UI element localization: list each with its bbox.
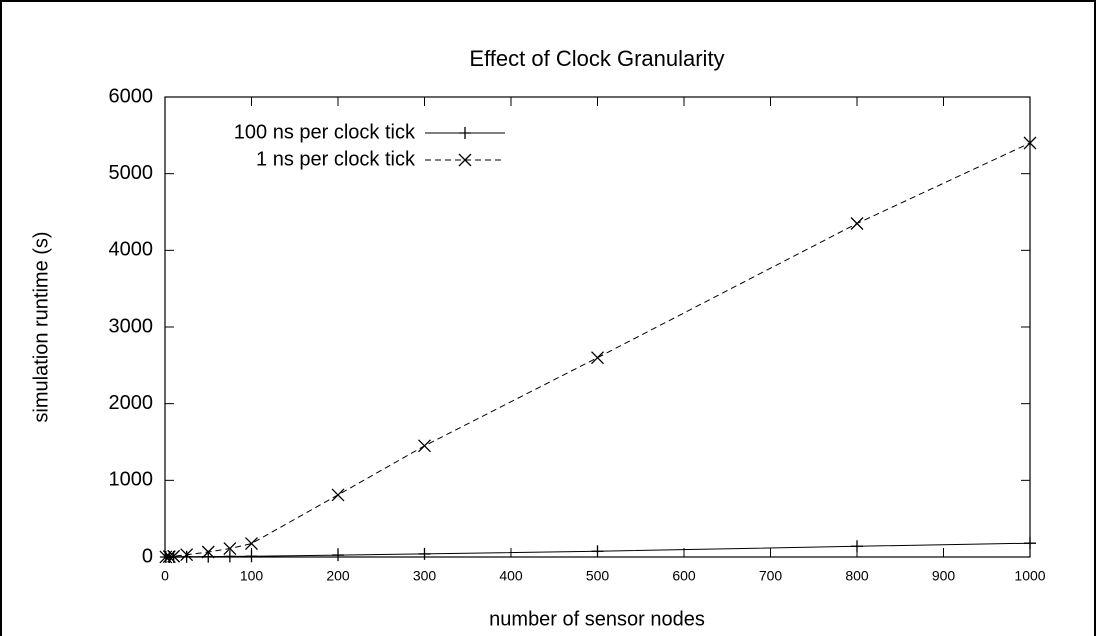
x-tick-label: 500 [586, 568, 610, 584]
data-point [180, 550, 193, 563]
data-point [591, 351, 604, 365]
legend-label: 1 ns per clock tick [256, 148, 416, 170]
x-tick-label: 200 [326, 568, 350, 584]
x-tick-label: 300 [413, 568, 437, 584]
series-line [165, 142, 1031, 558]
y-axis-label: simulation runtime (s) [30, 231, 52, 422]
data-point [1023, 136, 1037, 150]
x-tick-label: 800 [845, 568, 869, 584]
data-point [162, 550, 176, 564]
data-point [418, 547, 431, 560]
x-tick-label: 100 [240, 568, 264, 584]
legend-marker [458, 153, 472, 167]
y-tick-label: 4000 [109, 239, 154, 261]
x-tick-label: 0 [161, 568, 169, 584]
x-axis-label: number of sensor nodes [489, 608, 705, 630]
x-tick-label: 600 [672, 568, 696, 584]
data-point [591, 545, 604, 558]
data-point [180, 548, 194, 562]
data-point [245, 537, 258, 551]
data-point [1024, 537, 1036, 550]
y-tick-label: 5000 [109, 162, 154, 184]
data-point [167, 549, 181, 563]
x-tick-label: 1000 [1014, 568, 1045, 584]
y-tick-label: 0 [142, 545, 153, 567]
data-point [850, 217, 864, 230]
legend-marker [459, 127, 471, 139]
y-tick-label: 2000 [109, 392, 154, 414]
y-tick-label: 6000 [109, 85, 154, 107]
data-point [851, 540, 863, 553]
data-point [332, 549, 344, 562]
data-point [201, 545, 215, 559]
data-point [418, 439, 431, 453]
x-tick-label: 900 [932, 568, 956, 584]
data-point [223, 542, 237, 556]
data-point [331, 488, 345, 502]
legend-label: 100 ns per clock tick [234, 121, 416, 143]
data-point [223, 550, 236, 563]
y-tick-label: 3000 [109, 315, 154, 337]
chart-title: Effect of Clock Granularity [469, 46, 724, 71]
x-tick-label: 700 [759, 568, 783, 584]
y-tick-label: 1000 [109, 469, 154, 491]
data-point [245, 550, 258, 563]
x-tick-label: 400 [499, 568, 523, 584]
